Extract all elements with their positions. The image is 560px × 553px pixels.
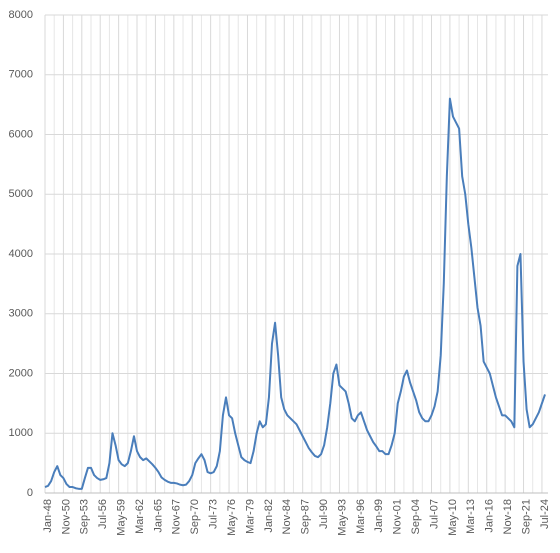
x-tick-label: May-93 bbox=[336, 499, 348, 536]
x-tick-label: Jan-99 bbox=[373, 499, 385, 533]
x-tick-label: Jul-07 bbox=[428, 499, 440, 529]
x-tick-label: Sep-53 bbox=[79, 499, 91, 534]
x-tick-label: Nov-84 bbox=[281, 499, 293, 534]
x-tick-label: Jan-82 bbox=[263, 499, 275, 533]
y-tick-label: 7000 bbox=[9, 69, 33, 81]
x-tick-label: Jul-73 bbox=[208, 499, 220, 529]
x-tick-label: Sep-04 bbox=[410, 499, 422, 534]
y-tick-label: 4000 bbox=[9, 248, 33, 260]
x-tick-label: May-59 bbox=[116, 499, 128, 536]
y-tick-label: 1000 bbox=[9, 427, 33, 439]
y-tick-label: 8000 bbox=[9, 9, 33, 21]
x-tick-label: Mar-62 bbox=[134, 499, 146, 534]
x-tick-label: Jan-48 bbox=[42, 499, 54, 533]
x-tick-label: Nov-50 bbox=[60, 499, 72, 534]
x-tick-label: Jul-56 bbox=[97, 499, 109, 529]
x-tick-label: May-10 bbox=[447, 499, 459, 536]
x-tick-label: Jan-16 bbox=[484, 499, 496, 533]
y-tick-label: 3000 bbox=[9, 308, 33, 320]
x-tick-label: Sep-21 bbox=[520, 499, 532, 534]
y-tick-label: 6000 bbox=[9, 128, 33, 140]
x-tick-label: Mar-13 bbox=[465, 499, 477, 534]
x-tick-label: Nov-67 bbox=[171, 499, 183, 534]
y-tick-label: 0 bbox=[27, 487, 33, 499]
x-tick-label: Mar-79 bbox=[244, 499, 256, 534]
x-tick-label: Jul-24 bbox=[539, 499, 551, 529]
y-tick-label: 5000 bbox=[9, 188, 33, 200]
x-tick-label: Nov-18 bbox=[502, 499, 514, 534]
x-tick-label: May-76 bbox=[226, 499, 238, 536]
x-tick-label: Sep-87 bbox=[300, 499, 312, 534]
x-tick-label: Mar-96 bbox=[355, 499, 367, 534]
x-tick-label: Jul-90 bbox=[318, 499, 330, 529]
x-tick-label: Sep-70 bbox=[189, 499, 201, 534]
x-tick-label: Nov-01 bbox=[392, 499, 404, 534]
x-tick-label: Jan-65 bbox=[152, 499, 164, 533]
line bbox=[44, 97, 546, 490]
y-tick-label: 2000 bbox=[9, 367, 33, 379]
